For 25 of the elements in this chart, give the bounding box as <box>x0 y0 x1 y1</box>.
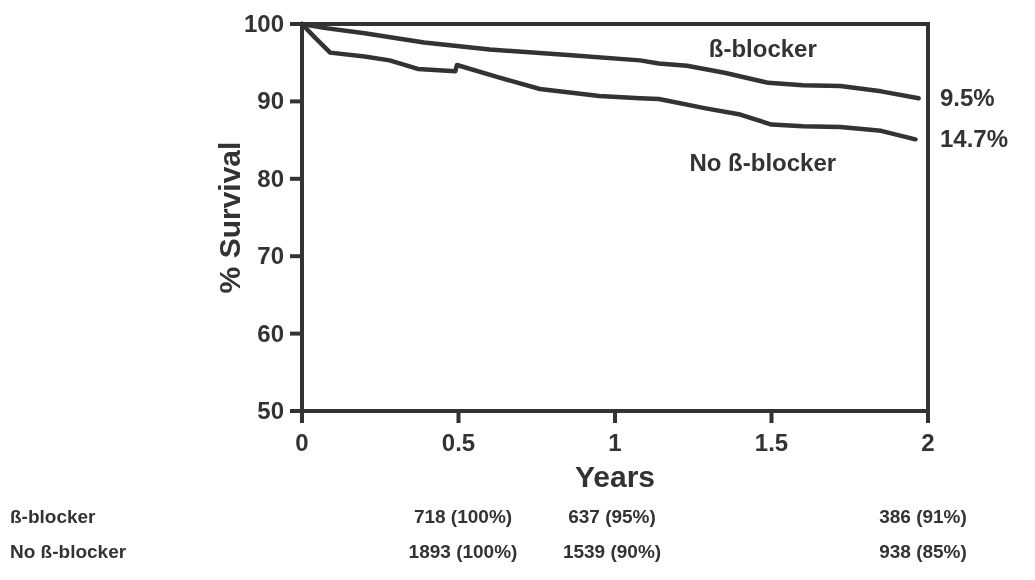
y-tick-label: 80 <box>257 164 284 192</box>
x-tick-label: 0.5 <box>441 429 476 456</box>
y-tick-label: 100 <box>243 10 284 37</box>
text: No ß-blocker <box>10 541 127 562</box>
x-tick-label: 2 <box>921 429 935 456</box>
text: 1539 (90%) <box>562 541 662 562</box>
text: 637 (95%) <box>568 506 656 527</box>
text: ß-blocker <box>10 506 97 527</box>
text: 938 (85%) <box>879 541 967 562</box>
x-tick-label: 0 <box>295 429 309 456</box>
y-tick-label: 50 <box>257 397 284 424</box>
text: 1893 (100%) <box>408 541 518 562</box>
y-tick-label: 60 <box>257 319 284 347</box>
y-axis-title: % Survival <box>213 141 246 294</box>
x-tick-label: 1 <box>608 429 622 456</box>
text: 14.7% <box>940 125 1009 153</box>
text: 386 (91%) <box>879 506 967 527</box>
x-axis-title: Years <box>574 460 656 493</box>
text: 718 (100%) <box>413 506 513 527</box>
series-label: ß-blocker <box>708 35 817 63</box>
series-label: No ß-blocker <box>689 149 837 177</box>
y-tick-label: 70 <box>257 242 284 270</box>
x-tick-label: 1.5 <box>754 429 789 456</box>
text: 9.5% <box>940 84 995 112</box>
y-tick-label: 90 <box>257 87 284 115</box>
